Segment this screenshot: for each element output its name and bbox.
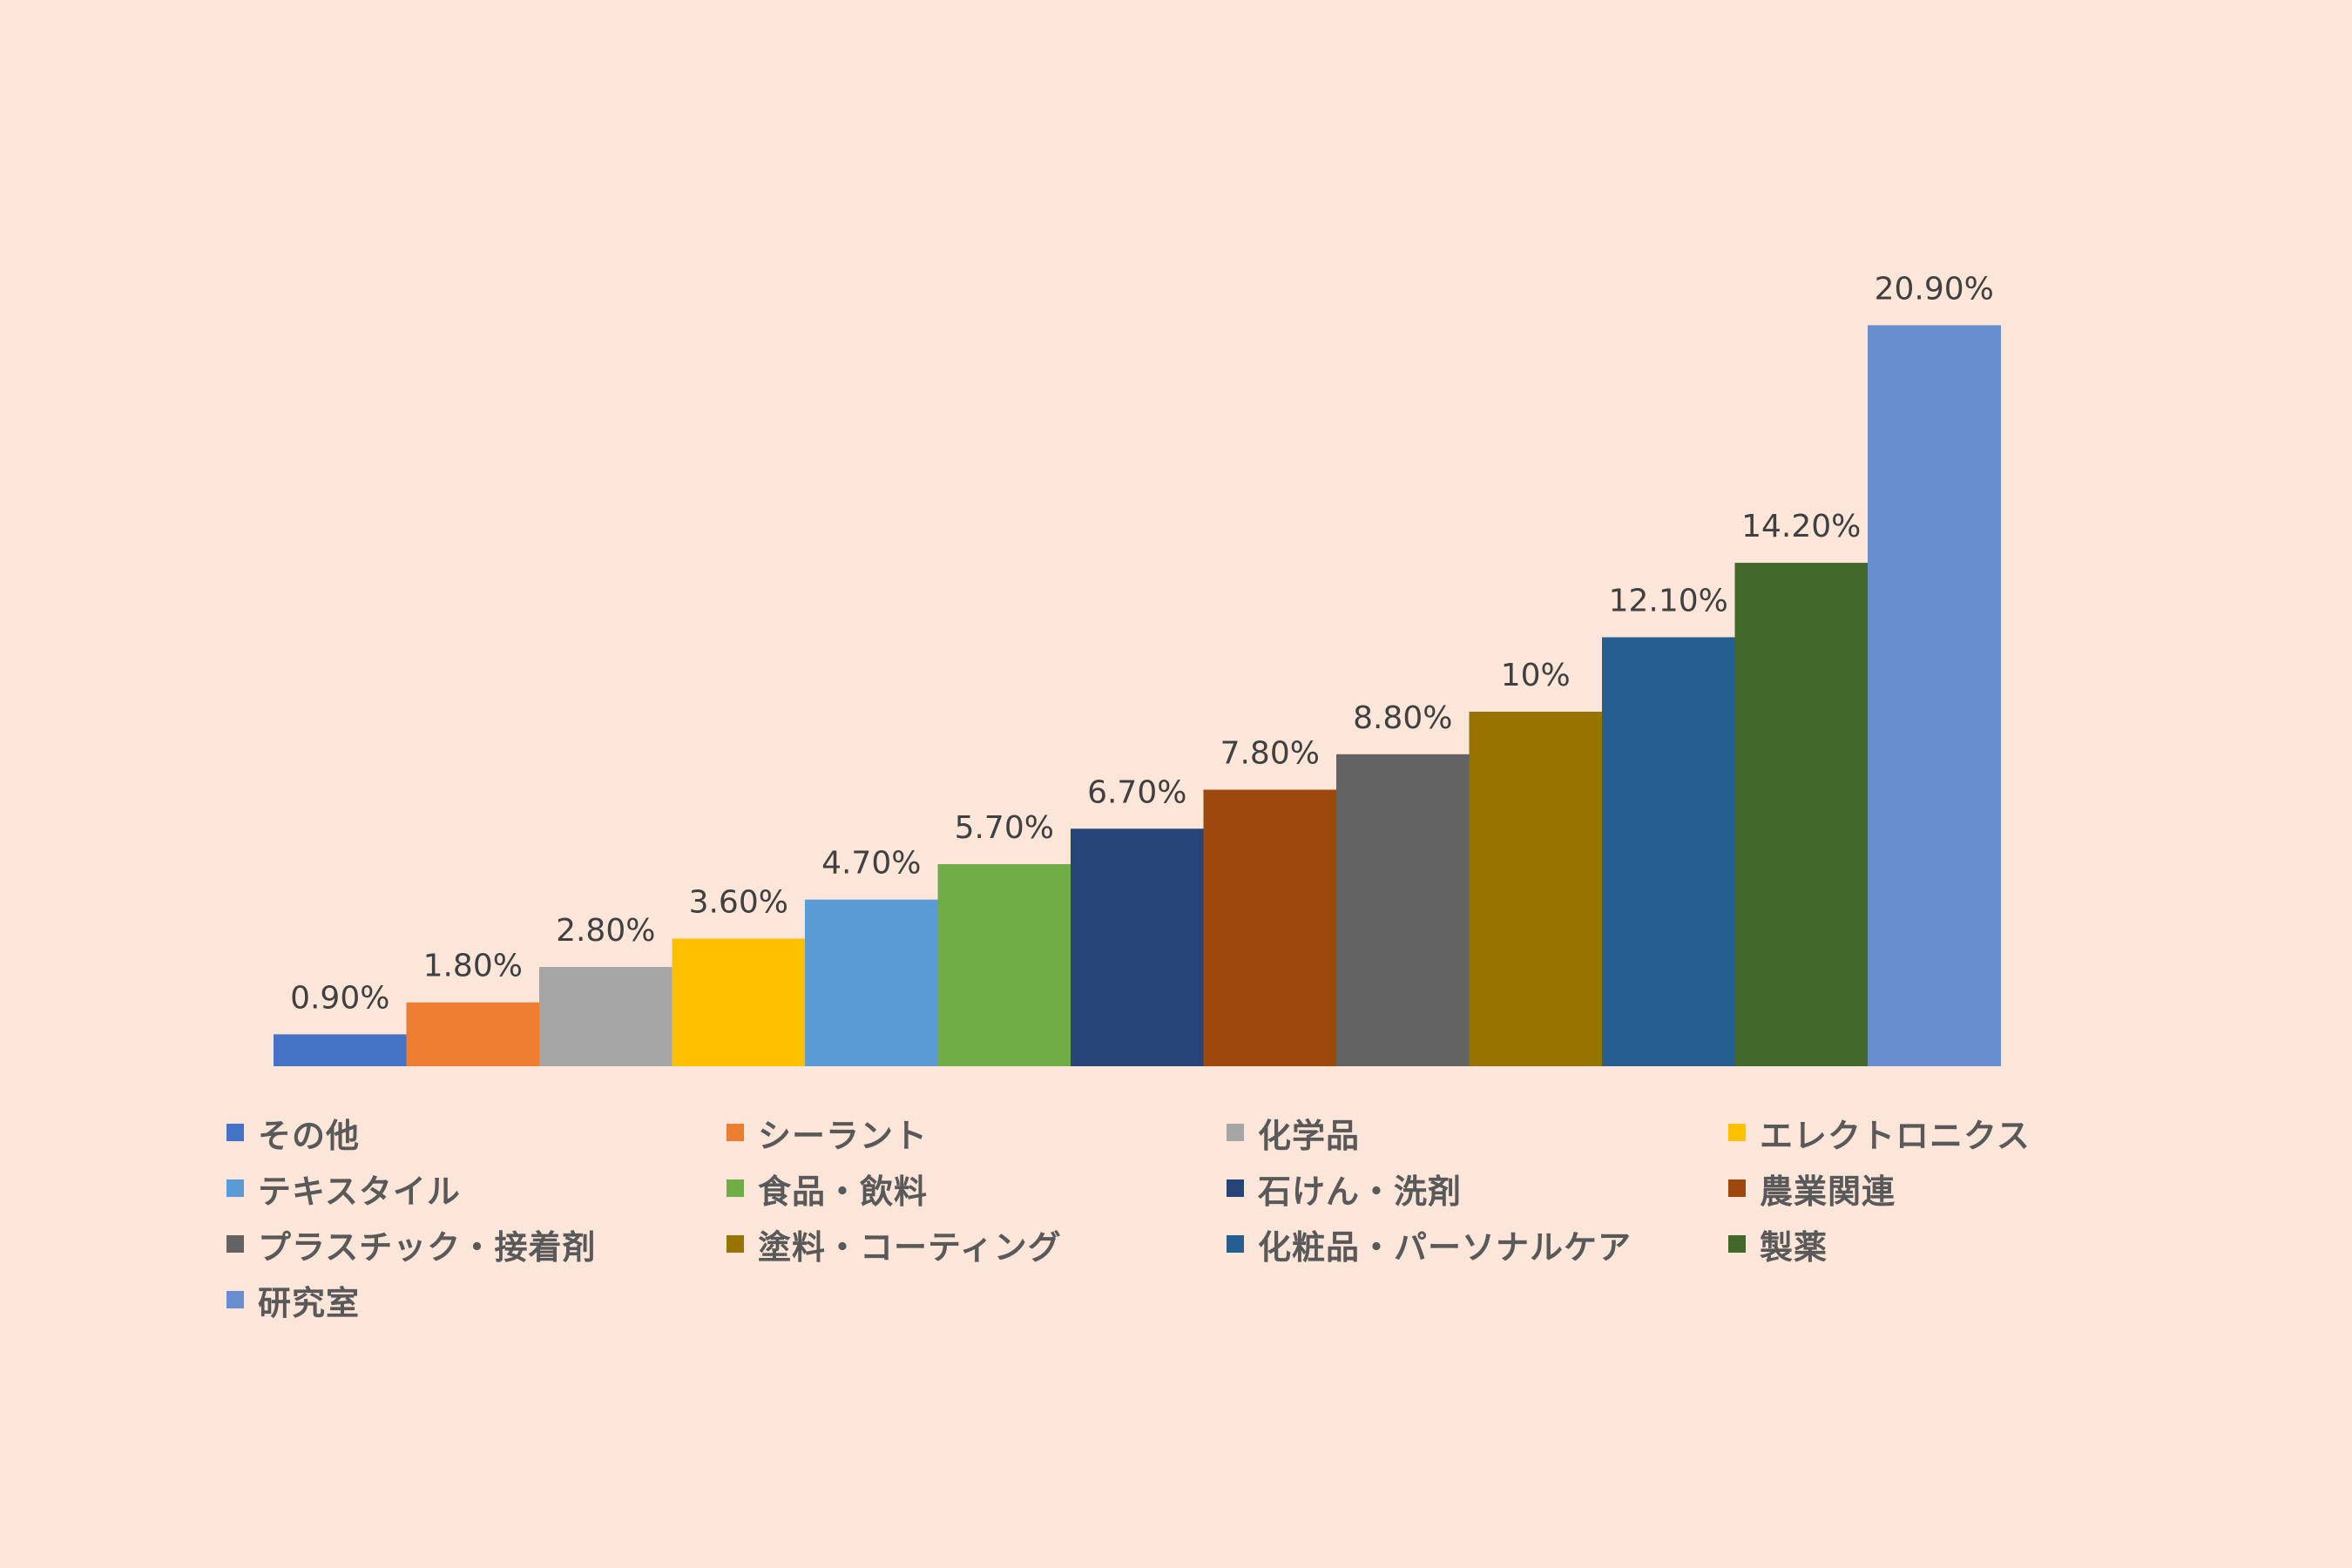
bar-5 bbox=[805, 899, 938, 1066]
legend-label: 農業関連 bbox=[1760, 1172, 1896, 1211]
legend-item: プラスチック・接着剤 bbox=[226, 1216, 727, 1272]
bar-12 bbox=[1734, 563, 1869, 1066]
legend-swatch bbox=[1227, 1179, 1244, 1197]
legend-item: 食品・飲料 bbox=[727, 1160, 1227, 1216]
data-label-11: 12.10% bbox=[1609, 584, 1728, 619]
data-label-7: 6.70% bbox=[1087, 774, 1186, 810]
data-labels-group: 0.90% 1.80% 2.80% 3.60% 4.70% 5.70% 6.70% 7.80%… bbox=[290, 271, 1994, 1016]
legend-label: 塗料・コーティング bbox=[758, 1227, 1062, 1267]
data-label-13: 20.90% bbox=[1875, 271, 1994, 307]
bar-4 bbox=[672, 938, 806, 1066]
legend-swatch bbox=[727, 1179, 744, 1197]
legend-swatch bbox=[1227, 1124, 1244, 1141]
legend-item: 研究室 bbox=[226, 1272, 727, 1328]
data-label-10: 10% bbox=[1501, 658, 1571, 693]
bar-11 bbox=[1602, 637, 1735, 1066]
data-label-8: 7.80% bbox=[1220, 736, 1320, 772]
bar-7 bbox=[1071, 828, 1204, 1066]
bar-10 bbox=[1469, 712, 1603, 1066]
legend-label: その他 bbox=[258, 1116, 361, 1155]
legend-item: 製薬 bbox=[1728, 1216, 2178, 1272]
legend-item: 石けん・洗剤 bbox=[1227, 1160, 1728, 1216]
data-label-4: 3.60% bbox=[689, 884, 788, 920]
legend-swatch bbox=[727, 1235, 744, 1253]
legend-item: その他 bbox=[226, 1105, 727, 1160]
bar-3 bbox=[539, 967, 672, 1066]
bars-group bbox=[274, 325, 2001, 1066]
legend-swatch bbox=[226, 1124, 244, 1141]
data-label-6: 5.70% bbox=[955, 810, 1054, 846]
bar-2 bbox=[406, 1002, 540, 1066]
legend-label: 化学品 bbox=[1258, 1116, 1361, 1155]
legend-swatch bbox=[1728, 1235, 1746, 1253]
legend-label: 化粧品・パーソナルケア bbox=[1258, 1227, 1632, 1267]
bar-6 bbox=[937, 864, 1071, 1066]
data-label-5: 4.70% bbox=[821, 846, 921, 882]
legend-label: 製薬 bbox=[1760, 1227, 1828, 1267]
legend-swatch bbox=[226, 1179, 244, 1197]
legend-label: プラスチック・接着剤 bbox=[258, 1227, 597, 1267]
legend-item: 塗料・コーティング bbox=[727, 1216, 1227, 1272]
legend-item: エレクトロニクス bbox=[1728, 1105, 2178, 1160]
bar-9 bbox=[1336, 754, 1470, 1066]
legend-item: シーラント bbox=[727, 1105, 1227, 1160]
bar-13 bbox=[1868, 325, 2001, 1066]
legend: その他 シーラント 化学品 エレクトロニクステキスタイル 食品・飲料 石けん・洗剤 農業関連… bbox=[226, 1105, 2178, 1328]
legend-item: 化粧品・パーソナルケア bbox=[1227, 1216, 1728, 1272]
legend-swatch bbox=[1227, 1235, 1244, 1253]
legend-swatch bbox=[226, 1291, 244, 1308]
legend-item: 化学品 bbox=[1227, 1105, 1728, 1160]
data-label-3: 2.80% bbox=[556, 913, 655, 949]
data-label-12: 14.20% bbox=[1741, 509, 1861, 544]
legend-item: 農業関連 bbox=[1728, 1160, 2178, 1216]
legend-swatch bbox=[1728, 1124, 1746, 1141]
data-label-2: 1.80% bbox=[423, 949, 523, 984]
legend-label: エレクトロニクス bbox=[1760, 1116, 2031, 1155]
legend-label: シーラント bbox=[758, 1116, 929, 1155]
legend-label: 石けん・洗剤 bbox=[1258, 1172, 1463, 1211]
legend-swatch bbox=[1728, 1179, 1746, 1197]
legend-item: テキスタイル bbox=[226, 1160, 727, 1216]
data-label-9: 8.80% bbox=[1353, 700, 1452, 736]
legend-label: 研究室 bbox=[258, 1283, 361, 1322]
data-label-1: 0.90% bbox=[290, 980, 389, 1016]
legend-swatch bbox=[226, 1235, 244, 1253]
legend-label: テキスタイル bbox=[258, 1172, 461, 1211]
legend-label: 食品・飲料 bbox=[758, 1172, 929, 1211]
bar-8 bbox=[1203, 789, 1337, 1066]
bar-1 bbox=[274, 1034, 407, 1066]
legend-swatch bbox=[727, 1124, 744, 1141]
